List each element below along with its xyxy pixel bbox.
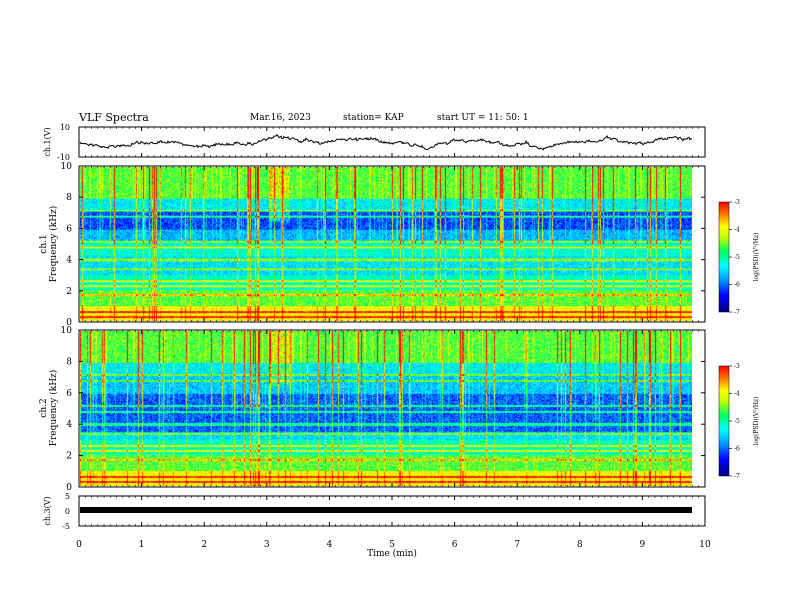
x-tick-label: 7 <box>514 540 520 550</box>
ch3-ytick-bottom: -5 <box>62 522 70 531</box>
colorbar-tick-label: -5 <box>734 254 740 261</box>
freq-tick-label: 6 <box>66 224 72 234</box>
x-tick-label: 9 <box>640 540 646 550</box>
ch1-colorbar-label: log(PSD)(V²/Hz) <box>753 233 760 282</box>
freq-tick-label: 4 <box>66 420 72 430</box>
x-tick-label: 3 <box>264 540 270 550</box>
colorbar-tick-label: -3 <box>734 363 740 370</box>
chart-title: VLF Spectra <box>79 111 149 124</box>
freq-tick-label: 2 <box>66 452 72 462</box>
ch1-colorbar: -3 -4 -5 -6 -7 log(PSD)(V²/Hz) <box>718 199 760 316</box>
colorbar-tick-label: -4 <box>734 391 740 398</box>
x-tick-label: 2 <box>201 540 207 550</box>
ch1-waveform-ylabel: ch.1(V) <box>43 127 52 156</box>
colorbar-tick-label: -3 <box>734 199 740 206</box>
freq-tick-label: 2 <box>66 287 72 297</box>
ch1-colorbar-gradient <box>718 201 730 313</box>
colorbar-tick-label: -5 <box>734 418 740 425</box>
freq-tick-label: 4 <box>66 256 72 266</box>
date-label: Mar.16, 2023 <box>250 113 311 123</box>
ch1-spec-ylabel-channel: ch.1 <box>39 234 49 253</box>
ch1-waveform-line <box>79 133 693 151</box>
ch1-waveform-panel: 10 -10 ch.1(V) <box>43 123 706 162</box>
x-tick-label: 0 <box>76 540 82 550</box>
station-label: station= KAP <box>343 113 404 123</box>
x-axis: 0 1 2 3 4 5 6 7 8 9 10 <box>76 127 711 550</box>
x-tick-label: 10 <box>699 540 711 550</box>
ch3-waveform-band <box>80 507 692 513</box>
ch2-colorbar: -3 -4 -5 -6 -7 log(PSD)(V²/Hz) <box>718 363 760 480</box>
x-tick-label: 8 <box>577 540 583 550</box>
colorbar-tick-label: -6 <box>734 446 740 453</box>
freq-tick-label: 0 <box>66 483 72 493</box>
ch3-ytick-top: 5 <box>65 492 70 501</box>
ch2-colorbar-gradient <box>718 365 730 477</box>
x-axis-label: Time (min) <box>367 548 417 559</box>
ch3-ytick-mid: 0 <box>65 507 70 516</box>
ch1-spectrogram-panel: 0 2 4 6 8 10 ch.1 Frequency (kHz) <box>39 162 706 328</box>
start-time-label: start UT = 11: 50: 1 <box>437 113 529 123</box>
freq-tick-label: 10 <box>61 162 73 172</box>
freq-tick-label: 6 <box>66 389 72 399</box>
freq-tick-label: 8 <box>66 193 72 203</box>
ch1-spec-ylabel: Frequency (kHz) <box>48 206 59 283</box>
colorbar-tick-label: -7 <box>734 473 740 480</box>
x-tick-label: 4 <box>327 540 333 550</box>
ch2-colorbar-label: log(PSD)(V²/Hz) <box>753 397 760 446</box>
x-tick-label: 1 <box>139 540 145 550</box>
ch1-ytick-bottom: -10 <box>57 153 70 162</box>
ch1-ytick-top: 10 <box>60 123 70 132</box>
colorbar-tick-label: -7 <box>734 309 740 316</box>
ch1-spectrogram-image <box>80 167 692 321</box>
ch3-waveform-panel: 5 0 -5 ch.3(V) <box>43 492 706 531</box>
x-tick-label: 6 <box>452 540 458 550</box>
x-tick-label: 5 <box>389 540 395 550</box>
freq-tick-label: 8 <box>66 357 72 367</box>
ch2-spec-ylabel-channel: ch.2 <box>39 398 49 417</box>
ch3-waveform-ylabel: ch.3(V) <box>43 496 52 525</box>
colorbar-tick-label: -4 <box>734 227 740 234</box>
colorbar-tick-label: -6 <box>734 282 740 289</box>
freq-tick-label: 10 <box>61 326 73 336</box>
ch2-spectrogram-image <box>80 331 692 486</box>
ch2-spectrogram-panel: 0 2 4 6 8 10 ch.2 Frequency (kHz) <box>39 326 706 493</box>
freq-tick-label: 0 <box>66 318 72 328</box>
ch2-spec-ylabel: Frequency (kHz) <box>48 370 59 447</box>
